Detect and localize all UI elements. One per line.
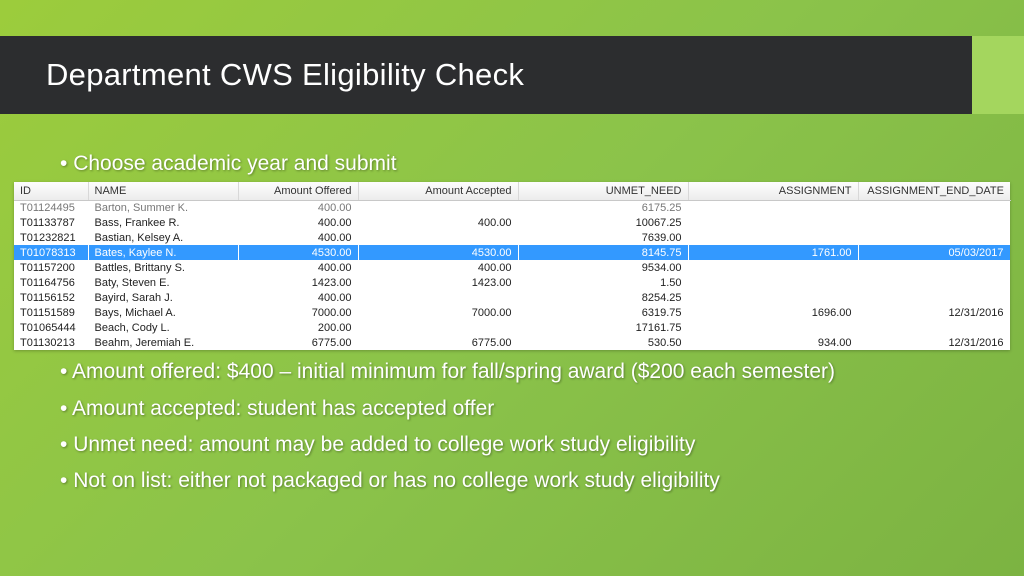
cell-name: Baty, Steven E. bbox=[88, 275, 238, 290]
cell-unmet: 8145.75 bbox=[518, 245, 688, 260]
col-header-accepted[interactable]: Amount Accepted bbox=[358, 182, 518, 200]
cell-unmet: 8254.25 bbox=[518, 290, 688, 305]
cell-accepted: 400.00 bbox=[358, 215, 518, 230]
cell-assignment bbox=[688, 320, 858, 335]
table-row[interactable]: T01157200Battles, Brittany S.400.00400.0… bbox=[14, 260, 1010, 275]
cell-name: Bates, Kaylee N. bbox=[88, 245, 238, 260]
bullet-bottom-3: Not on list: either not packaged or has … bbox=[0, 467, 1014, 495]
bullet-top-0: Choose academic year and submit bbox=[0, 150, 1014, 178]
eligibility-table: ID NAME Amount Offered Amount Accepted U… bbox=[14, 182, 1010, 350]
cell-unmet: 6175.25 bbox=[518, 200, 688, 215]
col-header-assignment[interactable]: ASSIGNMENT bbox=[688, 182, 858, 200]
cell-accepted: 4530.00 bbox=[358, 245, 518, 260]
cell-assignment bbox=[688, 290, 858, 305]
cell-enddate bbox=[858, 290, 1010, 305]
cell-name: Bayird, Sarah J. bbox=[88, 290, 238, 305]
cell-accepted: 6775.00 bbox=[358, 335, 518, 350]
bullet-bottom-2: Unmet need: amount may be added to colle… bbox=[0, 431, 1014, 459]
cell-accepted: 7000.00 bbox=[358, 305, 518, 320]
cell-accepted bbox=[358, 290, 518, 305]
table-row[interactable]: T01078313Bates, Kaylee N.4530.004530.008… bbox=[14, 245, 1010, 260]
title-bar: Department CWS Eligibility Check bbox=[0, 36, 1024, 114]
page-title: Department CWS Eligibility Check bbox=[46, 57, 524, 93]
table-row[interactable]: T01232821Bastian, Kelsey A.400.00 7639.00 bbox=[14, 230, 1010, 245]
cell-accepted: 1423.00 bbox=[358, 275, 518, 290]
cell-id: T01156152 bbox=[14, 290, 88, 305]
cell-enddate bbox=[858, 200, 1010, 215]
cell-name: Bays, Michael A. bbox=[88, 305, 238, 320]
col-header-id[interactable]: ID bbox=[14, 182, 88, 200]
cell-assignment: 934.00 bbox=[688, 335, 858, 350]
cell-accepted bbox=[358, 230, 518, 245]
cell-enddate bbox=[858, 215, 1010, 230]
table-row[interactable]: T01130213Beahm, Jeremiah E.6775.006775.0… bbox=[14, 335, 1010, 350]
cell-offered: 7000.00 bbox=[238, 305, 358, 320]
cell-unmet: 7639.00 bbox=[518, 230, 688, 245]
col-header-offered[interactable]: Amount Offered bbox=[238, 182, 358, 200]
cell-name: Battles, Brittany S. bbox=[88, 260, 238, 275]
cell-unmet: 17161.75 bbox=[518, 320, 688, 335]
table-row[interactable]: T01065444Beach, Cody L.200.00 17161.75 bbox=[14, 320, 1010, 335]
cell-id: T01130213 bbox=[14, 335, 88, 350]
cell-name: Barton, Summer K. bbox=[88, 200, 238, 215]
cell-offered: 400.00 bbox=[238, 260, 358, 275]
cell-assignment: 1761.00 bbox=[688, 245, 858, 260]
cell-offered: 400.00 bbox=[238, 290, 358, 305]
cell-id: T01157200 bbox=[14, 260, 88, 275]
bullet-bottom-0: Amount offered: $400 – initial minimum f… bbox=[0, 358, 1014, 386]
cell-offered: 400.00 bbox=[238, 200, 358, 215]
cell-assignment bbox=[688, 260, 858, 275]
cell-enddate bbox=[858, 260, 1010, 275]
cell-offered: 200.00 bbox=[238, 320, 358, 335]
table-body: T01124495Barton, Summer K.400.006175.25T… bbox=[14, 200, 1010, 350]
cell-enddate: 12/31/2016 bbox=[858, 335, 1010, 350]
cell-unmet: 530.50 bbox=[518, 335, 688, 350]
cell-name: Bastian, Kelsey A. bbox=[88, 230, 238, 245]
col-header-name[interactable]: NAME bbox=[88, 182, 238, 200]
cell-enddate bbox=[858, 320, 1010, 335]
cell-enddate: 12/31/2016 bbox=[858, 305, 1010, 320]
cell-unmet: 6319.75 bbox=[518, 305, 688, 320]
title-accent bbox=[972, 36, 1024, 114]
cell-accepted bbox=[358, 320, 518, 335]
cell-offered: 1423.00 bbox=[238, 275, 358, 290]
cell-assignment bbox=[688, 200, 858, 215]
cell-name: Beahm, Jeremiah E. bbox=[88, 335, 238, 350]
cell-id: T01164756 bbox=[14, 275, 88, 290]
cell-id: T01124495 bbox=[14, 200, 88, 215]
table-header-row: ID NAME Amount Offered Amount Accepted U… bbox=[14, 182, 1010, 200]
table-row[interactable]: T01156152Bayird, Sarah J.400.00 8254.25 bbox=[14, 290, 1010, 305]
cell-unmet: 1.50 bbox=[518, 275, 688, 290]
cell-assignment bbox=[688, 230, 858, 245]
table-row[interactable]: T01164756Baty, Steven E.1423.001423.001.… bbox=[14, 275, 1010, 290]
table-row[interactable]: T01133787Bass, Frankee R.400.00400.00100… bbox=[14, 215, 1010, 230]
cell-enddate bbox=[858, 275, 1010, 290]
cell-assignment: 1696.00 bbox=[688, 305, 858, 320]
cell-offered: 400.00 bbox=[238, 215, 358, 230]
cell-accepted bbox=[358, 200, 518, 215]
cell-enddate: 05/03/2017 bbox=[858, 245, 1010, 260]
cell-offered: 6775.00 bbox=[238, 335, 358, 350]
cell-id: T01078313 bbox=[14, 245, 88, 260]
col-header-unmet[interactable]: UNMET_NEED bbox=[518, 182, 688, 200]
cell-name: Beach, Cody L. bbox=[88, 320, 238, 335]
cell-id: T01232821 bbox=[14, 230, 88, 245]
cell-id: T01133787 bbox=[14, 215, 88, 230]
cell-assignment bbox=[688, 275, 858, 290]
cell-id: T01151589 bbox=[14, 305, 88, 320]
cell-unmet: 9534.00 bbox=[518, 260, 688, 275]
cell-id: T01065444 bbox=[14, 320, 88, 335]
cell-offered: 400.00 bbox=[238, 230, 358, 245]
cell-enddate bbox=[858, 230, 1010, 245]
cell-accepted: 400.00 bbox=[358, 260, 518, 275]
cell-assignment bbox=[688, 215, 858, 230]
cell-unmet: 10067.25 bbox=[518, 215, 688, 230]
cell-offered: 4530.00 bbox=[238, 245, 358, 260]
table-row[interactable]: T01151589Bays, Michael A.7000.007000.006… bbox=[14, 305, 1010, 320]
cell-name: Bass, Frankee R. bbox=[88, 215, 238, 230]
slide-content: Choose academic year and submit ID NAME … bbox=[0, 150, 1014, 504]
bullet-bottom-1: Amount accepted: student has accepted of… bbox=[0, 395, 1014, 423]
col-header-enddate[interactable]: ASSIGNMENT_END_DATE bbox=[858, 182, 1010, 200]
table-row[interactable]: T01124495Barton, Summer K.400.00 6175.25 bbox=[14, 200, 1010, 215]
